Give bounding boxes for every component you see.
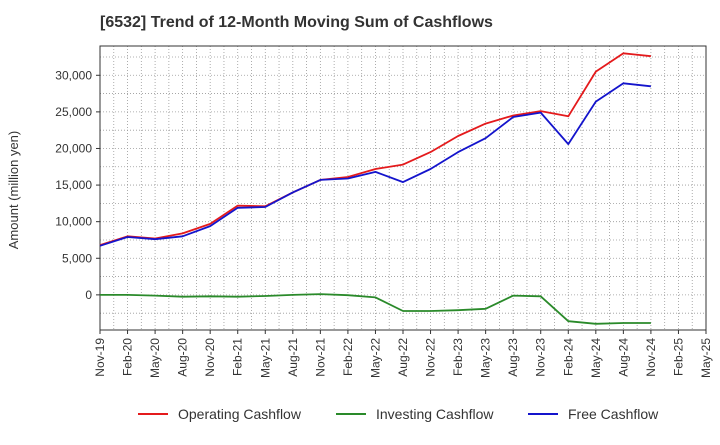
legend-label-operating-cashflow: Operating Cashflow	[178, 406, 302, 422]
x-tick-label: May-20	[148, 338, 162, 378]
x-axis: Nov-19 Feb-20 May-20 Aug-20 Nov-20 Feb-21 May-…	[93, 330, 713, 378]
x-tick-label: Nov-20	[203, 338, 217, 377]
legend: Operating Cashflow Investing Cashflow Free…	[138, 406, 659, 422]
series-line-investing-cashflow	[100, 293, 651, 325]
x-tick-label: Feb-23	[451, 338, 465, 376]
x-tick-label: Nov-24	[644, 338, 658, 377]
x-tick-label: Aug-24	[616, 338, 630, 377]
legend-label-investing-cashflow: Investing Cashflow	[376, 406, 494, 422]
y-axis-title: Amount (million yen)	[6, 131, 21, 250]
y-axis: 0 5,000 10,000 15,000 20,000 25,000 30,000	[55, 68, 100, 302]
y-tick-label: 5,000	[62, 251, 92, 265]
x-tick-label: May-22	[368, 338, 382, 378]
y-tick-label: 20,000	[55, 141, 92, 155]
x-tick-label: Aug-22	[396, 338, 410, 377]
x-tick-label: May-24	[589, 338, 603, 378]
y-tick-label: 30,000	[55, 68, 92, 82]
x-tick-label: Feb-21	[231, 338, 245, 376]
legend-label-free-cashflow: Free Cashflow	[568, 406, 659, 422]
y-tick-label: 0	[85, 288, 92, 302]
series-lines	[99, 52, 651, 325]
x-tick-label: May-25	[699, 338, 713, 378]
x-tick-label: Feb-24	[561, 338, 575, 376]
x-tick-label: Feb-25	[671, 338, 685, 376]
x-tick-label: Nov-22	[424, 338, 438, 377]
chart-title: [6532] Trend of 12-Month Moving Sum of C…	[100, 14, 493, 31]
y-tick-label: 25,000	[55, 105, 92, 119]
x-tick-label: Aug-23	[506, 338, 520, 377]
y-tick-label: 10,000	[55, 215, 92, 229]
x-tick-label: Aug-20	[176, 338, 190, 377]
x-tick-label: May-23	[479, 338, 493, 378]
x-tick-label: Feb-20	[121, 338, 135, 376]
x-tick-label: Nov-21	[313, 338, 327, 377]
series-line-operating-cashflow	[99, 52, 651, 246]
y-tick-label: 15,000	[55, 178, 92, 192]
series-line-free-cashflow	[99, 82, 651, 247]
x-tick-label: Feb-22	[341, 338, 355, 376]
x-tick-label: Aug-21	[286, 338, 300, 377]
x-tick-label: Nov-23	[534, 338, 548, 377]
x-tick-label: May-21	[258, 338, 272, 378]
grid	[100, 46, 706, 330]
x-tick-label: Nov-19	[93, 338, 107, 377]
